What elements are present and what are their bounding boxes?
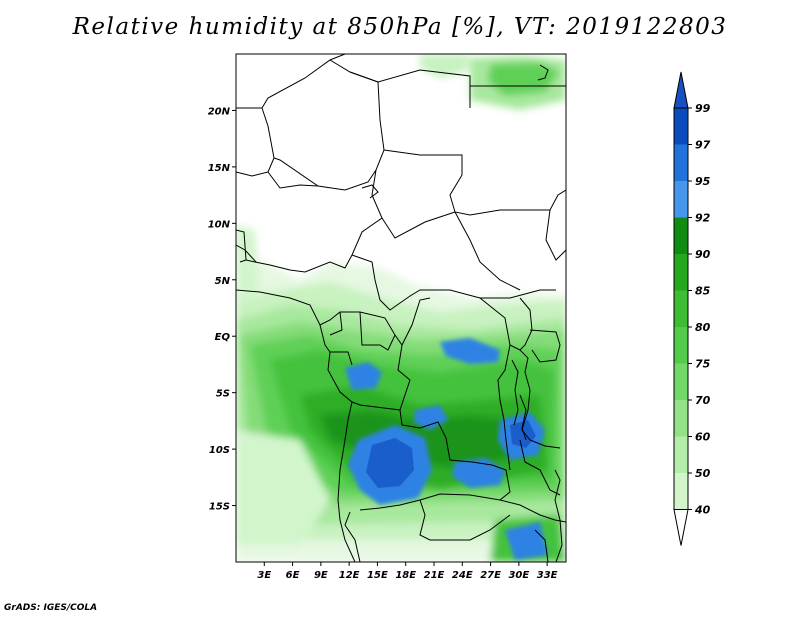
lat-tick-label: 10S: [209, 445, 230, 456]
colorbar-label: 60: [695, 431, 711, 444]
lon-tick-label: 6E: [286, 570, 300, 581]
lon-tick-label: 21E: [424, 570, 445, 581]
colorbar-segment: [674, 108, 688, 145]
colorbar-segment: [674, 400, 688, 437]
latitude-axis: 20N 15N 10N 5N EQ 5S 10S 15S: [208, 106, 236, 513]
lon-tick-label: 24E: [452, 570, 473, 581]
lat-tick-label: 10N: [208, 219, 231, 230]
lon-tick-label: 27E: [480, 570, 501, 581]
colorbar-label: 95: [695, 175, 711, 188]
colorbar-segment: [674, 436, 688, 473]
colorbar-segment: [674, 363, 688, 400]
colorbar-segment: [674, 181, 688, 218]
colorbar-frame: [673, 107, 689, 510]
lon-tick-label: 12E: [339, 570, 360, 581]
colorbar-label: 40: [694, 504, 711, 517]
lon-tick-label: 9E: [314, 570, 328, 581]
lat-tick-label: 5N: [215, 276, 231, 287]
colorbar-label: 99: [695, 102, 711, 115]
humidity-field: [236, 54, 566, 562]
colorbar-label: 75: [695, 358, 711, 371]
lat-tick-label: 20N: [208, 106, 231, 117]
lon-tick-label: 18E: [395, 570, 416, 581]
colorbar-segment: [674, 290, 688, 327]
lon-tick-label: 33E: [537, 570, 558, 581]
chart-title: Relative humidity at 850hPa [%], VT: 201…: [72, 14, 728, 40]
lat-tick-label: 15S: [209, 502, 230, 513]
colorbar-label: 97: [695, 139, 711, 152]
lon-tick-label: 15E: [367, 570, 388, 581]
colorbar-max-triangle: [673, 71, 689, 109]
lat-tick-label: 5S: [216, 389, 230, 400]
country-boundaries: [236, 54, 566, 562]
colorbar-segment: [674, 217, 688, 254]
colorbar-label: 90: [695, 248, 711, 261]
colorbar-segment: [674, 144, 688, 181]
longitude-axis: 3E 6E 9E 12E 15E 18E 21E 24E 27E 30E 33E: [257, 562, 558, 581]
map-frame: [235, 53, 567, 563]
colorbar-label: 70: [695, 394, 711, 407]
colorbar-segment: [674, 473, 688, 510]
colorbar-label: 80: [695, 321, 711, 334]
footer-credit: GrADS: IGES/COLA: [4, 603, 98, 613]
lon-tick-label: 30E: [508, 570, 529, 581]
lon-tick-label: 3E: [257, 570, 271, 581]
colorbar-label: 50: [695, 467, 711, 480]
lat-tick-label: EQ: [215, 332, 231, 343]
colorbar-min-triangle: [673, 509, 689, 546]
colorbar-label: 85: [695, 285, 711, 298]
colorbar-segment: [674, 254, 688, 291]
colorbar: 99 97 95 92 90 85 80 75 70 60 50 40: [673, 71, 711, 546]
lat-tick-label: 15N: [208, 163, 231, 174]
colorbar-segment: [674, 327, 688, 364]
colorbar-label: 92: [695, 212, 711, 225]
